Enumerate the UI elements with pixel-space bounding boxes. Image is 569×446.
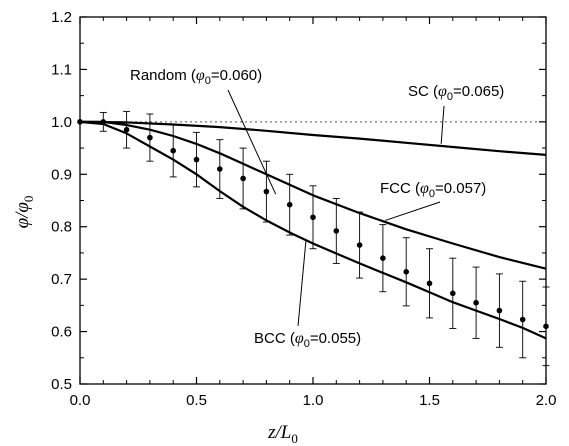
annotation-symbol: φ (295, 330, 304, 347)
y-tick-label: 1.1 (51, 61, 72, 78)
annotation-text: =0.065) (453, 83, 504, 100)
annotation-leader (385, 201, 441, 221)
data-point (170, 147, 176, 154)
y-tick-label: 1.2 (51, 9, 72, 26)
data-point (310, 214, 316, 221)
annotation-subscript: 0 (429, 188, 435, 200)
annotation-leaders (227, 89, 445, 327)
annotations: Random (φ0=0.060)SC (φ0=0.065)FCC (φ0=0.… (130, 67, 504, 350)
y-axis-label: φ/φ0 (12, 196, 36, 229)
data-point (217, 166, 223, 172)
data-point (356, 242, 363, 248)
annotation-text: FCC ( (380, 180, 420, 197)
axis-ticks: 0.0 0.5 1.0 1.5 2.00.50.60.70.80.91.01.11.2 (51, 9, 556, 409)
annotation-text: Random ( (130, 67, 196, 84)
data-point (496, 307, 503, 314)
y-tick-label: 0.6 (51, 324, 72, 341)
y-tick-label: 0.7 (51, 271, 72, 288)
annotation-symbol: φ (196, 67, 205, 84)
data-point (147, 134, 153, 141)
annotation-subscript: 0 (205, 75, 211, 87)
x-tick-label: 1.0 (303, 392, 324, 409)
data-point (519, 316, 526, 323)
data-point (123, 126, 130, 133)
annotation-leader (297, 239, 307, 327)
annotation-text: SC ( (408, 83, 438, 100)
data-point (193, 156, 200, 163)
x-tick-label: 0.0 (70, 392, 91, 409)
y-tick-label: 1.0 (51, 114, 72, 131)
annotation-subscript: 0 (304, 338, 310, 350)
annotation-text: =0.060) (211, 67, 262, 84)
x-tick-label: 1.5 (419, 392, 440, 409)
x-tick-label: 0.5 (186, 392, 207, 409)
series-layer (77, 110, 550, 367)
y-tick-label: 0.9 (51, 166, 72, 183)
annotation-text: =0.055) (310, 330, 361, 347)
annotation-text: BCC ( (254, 330, 295, 347)
data-point (263, 188, 270, 195)
data-point (240, 175, 246, 182)
x-axis-label: z/L0 (267, 422, 298, 446)
annotation-label: FCC (φ0=0.057) (380, 180, 486, 200)
y-tick-label: 0.8 (51, 219, 72, 236)
annotation-symbol: φ (420, 180, 429, 197)
series-line-1 (79, 120, 547, 156)
annotation-text: =0.057) (435, 180, 486, 197)
annotation-leader (440, 105, 445, 144)
annotation-label: BCC (φ0=0.055) (254, 330, 361, 350)
x-tick-label: 2.0 (536, 392, 557, 409)
data-point (333, 228, 340, 234)
data-point (473, 299, 479, 306)
annotation-subscript: 0 (447, 91, 453, 103)
y-tick-label: 0.5 (51, 376, 72, 393)
data-point (100, 119, 107, 125)
series-line-2 (80, 120, 547, 270)
data-point (426, 280, 433, 287)
annotation-label: SC (φ0=0.065) (408, 83, 504, 103)
annotation-symbol: φ (438, 83, 447, 100)
data-point (450, 290, 456, 297)
data-point (286, 201, 293, 208)
annotation-leader (227, 89, 277, 195)
data-point (380, 255, 386, 261)
annotation-label: Random (φ0=0.060) (130, 67, 262, 87)
data-point (403, 269, 410, 275)
